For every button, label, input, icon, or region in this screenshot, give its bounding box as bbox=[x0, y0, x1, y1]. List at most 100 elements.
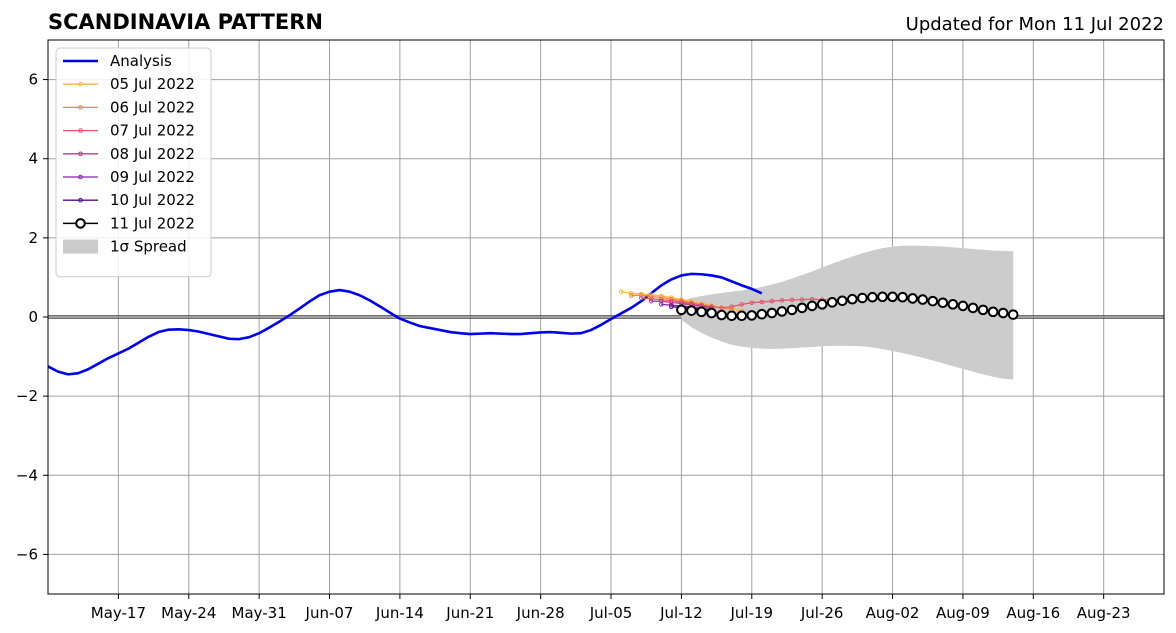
x-tick-label: Jun-21 bbox=[445, 604, 494, 622]
current-forecast-point bbox=[836, 295, 848, 307]
current-forecast-point bbox=[796, 302, 808, 314]
x-tick-label: Aug-16 bbox=[1006, 604, 1060, 622]
legend-swatch-marker bbox=[78, 128, 83, 133]
x-tick-label: Jun-14 bbox=[375, 604, 424, 622]
legend-label: 06 Jul 2022 bbox=[110, 98, 195, 116]
forecast-point bbox=[669, 300, 674, 305]
x-tick-label: Jul-26 bbox=[800, 604, 844, 622]
current-forecast-point bbox=[977, 304, 989, 316]
x-tick-label: Jul-19 bbox=[729, 604, 773, 622]
current-forecast-point bbox=[806, 300, 818, 312]
forecast-point bbox=[799, 297, 805, 302]
legend-label: Analysis bbox=[110, 52, 172, 70]
forecast-point bbox=[638, 292, 644, 298]
legend-swatch-marker bbox=[78, 197, 83, 203]
current-forecast-point bbox=[847, 293, 858, 305]
legend-swatch-marker bbox=[78, 151, 83, 157]
y-tick-label: −6 bbox=[16, 545, 38, 563]
y-tick-label: 4 bbox=[28, 150, 38, 168]
forecast-point bbox=[739, 302, 745, 307]
forecast-point bbox=[648, 294, 654, 299]
forecast-point bbox=[729, 304, 734, 310]
x-tick-label: Aug-02 bbox=[866, 604, 920, 622]
legend-swatch-patch bbox=[63, 239, 98, 254]
y-tick-label: −2 bbox=[16, 387, 38, 405]
x-tick-label: Jul-12 bbox=[659, 604, 703, 622]
current-forecast-point bbox=[987, 306, 999, 318]
legend-box bbox=[55, 47, 212, 278]
current-forecast-point bbox=[907, 293, 918, 304]
legend-swatch-marker bbox=[78, 105, 83, 110]
current-forecast-point bbox=[877, 291, 888, 303]
current-forecast-point bbox=[826, 297, 838, 308]
legend-label: 1σ Spread bbox=[110, 238, 187, 256]
current-forecast-point bbox=[997, 307, 1009, 319]
current-forecast-point bbox=[746, 310, 758, 321]
legend-swatch-marker bbox=[78, 174, 83, 180]
current-forecast-point bbox=[947, 299, 959, 310]
x-tick-label: Aug-23 bbox=[1077, 604, 1131, 622]
current-forecast-point bbox=[726, 310, 737, 322]
forecast-point bbox=[779, 298, 785, 303]
forecast-point bbox=[648, 296, 654, 302]
x-tick-label: Jun-07 bbox=[305, 604, 354, 622]
x-tick-label: May-31 bbox=[232, 604, 287, 622]
chart-title: SCANDINAVIA PATTERN bbox=[48, 10, 323, 34]
forecast-point bbox=[658, 297, 664, 302]
current-forecast-point bbox=[917, 294, 929, 305]
legend-label: 10 Jul 2022 bbox=[110, 191, 195, 209]
x-tick-label: Aug-09 bbox=[936, 604, 990, 622]
current-forecast-point bbox=[716, 309, 727, 321]
current-forecast-point bbox=[756, 308, 768, 320]
current-forecast-point bbox=[1007, 309, 1019, 320]
current-forecast-point bbox=[857, 292, 868, 304]
current-forecast-point bbox=[696, 306, 707, 318]
forecast-point bbox=[628, 290, 634, 296]
legend-label: 09 Jul 2022 bbox=[110, 168, 195, 186]
forecast-point bbox=[789, 297, 795, 303]
legend: Analysis 05 Jul 2022 06 Jul 2022 07 Jul 202… bbox=[55, 47, 212, 278]
forecast-point bbox=[628, 293, 634, 298]
spread-area bbox=[681, 245, 1014, 380]
forecast-point bbox=[638, 295, 644, 301]
y-tick-label: 6 bbox=[28, 71, 38, 89]
axis-ticks: May-17 May-24 May-31 Jun-07 Jun-14 Jun-21 Jun-… bbox=[16, 71, 1131, 622]
current-forecast-point bbox=[736, 310, 748, 322]
forecast-point bbox=[618, 289, 624, 294]
current-forecast-point bbox=[706, 307, 717, 319]
legend-label: 08 Jul 2022 bbox=[110, 145, 195, 163]
y-tick-label: 0 bbox=[28, 308, 38, 326]
legend-label: 07 Jul 2022 bbox=[110, 122, 195, 140]
forecast-point bbox=[669, 298, 674, 304]
current-forecast-point bbox=[686, 305, 697, 316]
forecast-point bbox=[759, 299, 765, 305]
current-forecast-point bbox=[967, 302, 979, 314]
forecast-point bbox=[719, 305, 724, 311]
forecast-point bbox=[648, 298, 654, 304]
forecast-point bbox=[749, 300, 755, 306]
legend-label: 05 Jul 2022 bbox=[110, 75, 195, 93]
current-forecast-point bbox=[897, 291, 908, 303]
current-forecast-point bbox=[887, 291, 898, 303]
current-forecast-point bbox=[766, 307, 778, 319]
x-tick-label: Jul-05 bbox=[589, 604, 633, 622]
chart-subtitle: Updated for Mon 11 Jul 2022 bbox=[906, 14, 1164, 35]
current-forecast-point bbox=[676, 304, 687, 316]
forecast-markers bbox=[618, 289, 1019, 322]
x-tick-label: May-17 bbox=[91, 604, 146, 622]
analysis-line bbox=[47, 272, 763, 376]
x-tick-label: May-24 bbox=[161, 604, 216, 622]
legend-swatch-marker bbox=[75, 218, 86, 229]
current-forecast-point bbox=[776, 306, 788, 317]
spread-band bbox=[681, 245, 1014, 380]
forecast-point bbox=[669, 302, 674, 308]
x-tick-label: Jun-28 bbox=[516, 604, 565, 622]
legend-label: 11 Jul 2022 bbox=[110, 214, 195, 232]
legend-swatch-marker bbox=[78, 81, 83, 87]
current-forecast-point bbox=[816, 299, 828, 310]
current-forecast-point bbox=[937, 297, 949, 309]
forecast-point bbox=[658, 302, 664, 307]
current-forecast-point bbox=[786, 304, 798, 316]
current-forecast-point bbox=[867, 291, 878, 303]
